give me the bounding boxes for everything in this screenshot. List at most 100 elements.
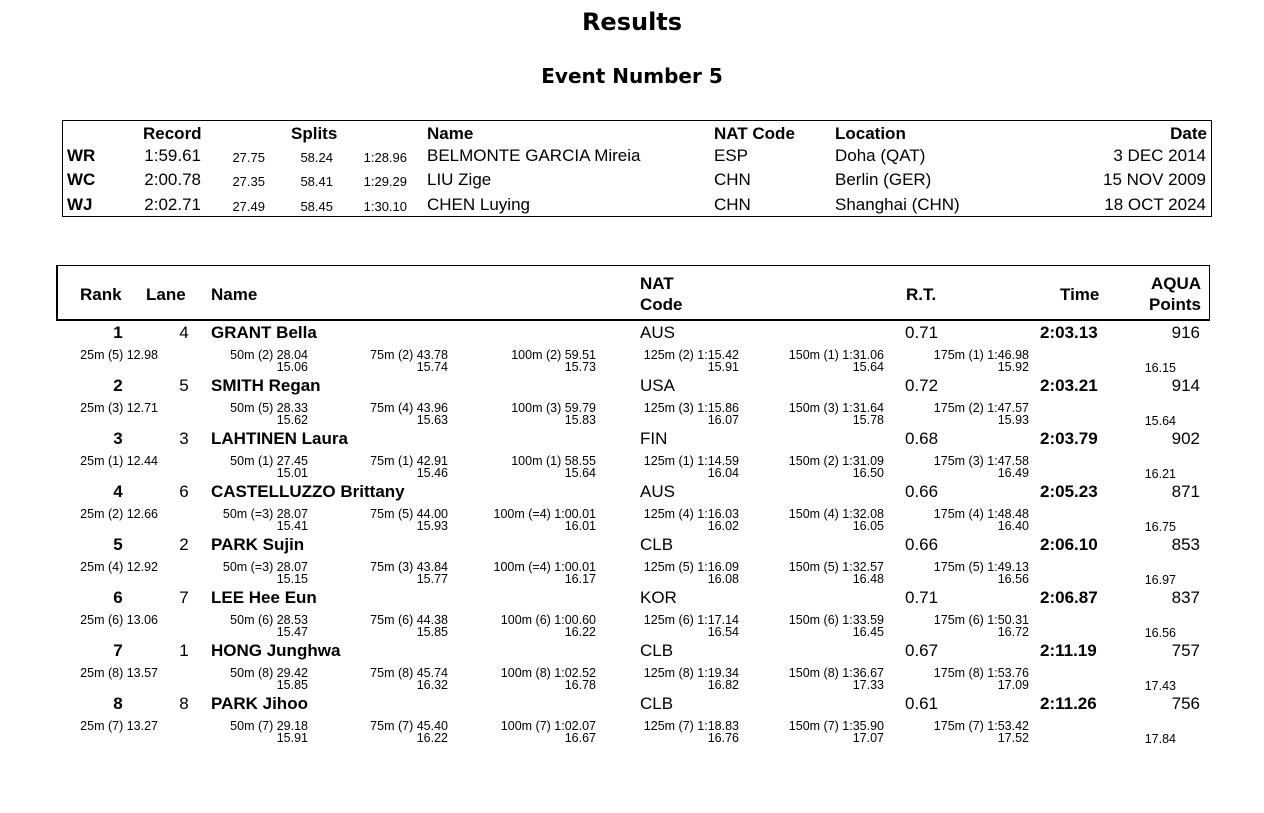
split-lap-time: 16.50 (852, 466, 884, 480)
nat-code: KOR (640, 588, 677, 607)
split-lap-time: 16.32 (416, 678, 448, 692)
nat-code: AUS (640, 482, 675, 501)
split-label: 175m (2) 1:47.57 (933, 401, 1029, 415)
record-code: WR (67, 146, 96, 165)
reaction-time: 0.68 (905, 429, 939, 448)
split-lap-time: 15.64 (1144, 414, 1176, 428)
records-table: Record Splits Name NAT Code Location Dat… (62, 120, 1212, 217)
split-label: 25m (1) 12.44 (80, 454, 158, 468)
split-label: 125m (5) 1:16.09 (643, 560, 739, 574)
split-label: 100m (3) 59.79 (511, 401, 596, 415)
result-row: 2 5 SMITH Regan USA 0.72 2:03.21 914 25m (3) 12… (56, 374, 1216, 428)
split-lap-time: 15.91 (707, 360, 739, 374)
record-time: 1:59.61 (144, 146, 201, 165)
header-rt: R.T. (906, 285, 937, 304)
rank: 1 (113, 323, 123, 342)
split-label: 50m (7) 29.18 (230, 719, 308, 733)
record-split-50: 27.75 (232, 150, 265, 165)
split-label: 75m (2) 43.78 (370, 348, 448, 362)
nat-code: USA (640, 376, 675, 395)
split-label: 25m (3) 12.71 (80, 401, 158, 415)
header-nat-line1: NAT (640, 274, 674, 293)
split-label: 175m (7) 1:53.42 (933, 719, 1029, 733)
split-lap-time: 16.21 (1144, 467, 1176, 481)
split-lap-time: 16.82 (707, 678, 739, 692)
result-row: 1 4 GRANT Bella AUS 0.71 2:03.13 916 25m (5) 12… (56, 321, 1216, 375)
split-label: 75m (1) 42.91 (370, 454, 448, 468)
record-nat: CHN (714, 170, 751, 189)
athlete-name: CASTELLUZZO Brittany (211, 482, 405, 501)
split-lap-time: 16.01 (564, 519, 596, 533)
header-lane: Lane (146, 285, 186, 304)
nat-code: CLB (640, 535, 674, 554)
split-label: 175m (1) 1:46.98 (933, 348, 1029, 362)
split-label: 50m (2) 28.04 (230, 348, 308, 362)
aqua-points: 756 (1171, 694, 1200, 713)
records-header-name: Name (427, 124, 474, 143)
split-lap-time: 15.85 (276, 678, 308, 692)
reaction-time: 0.71 (905, 588, 939, 607)
reaction-time: 0.66 (905, 482, 939, 501)
record-split-150: 1:28.96 (363, 150, 407, 165)
split-label: 50m (=3) 28.07 (222, 507, 308, 521)
nat-code: AUS (640, 323, 675, 342)
record-split-150: 1:30.10 (363, 199, 407, 214)
split-lap-time: 16.22 (416, 731, 448, 745)
record-time: 2:00.78 (144, 170, 201, 189)
aqua-points: 914 (1171, 376, 1200, 395)
split-lap-time: 15.85 (416, 625, 448, 639)
rank: 4 (113, 482, 123, 501)
lane: 8 (179, 694, 189, 713)
split-label: 150m (1) 1:31.06 (788, 348, 884, 362)
split-label: 125m (7) 1:18.83 (643, 719, 739, 733)
record-location: Doha (QAT) (835, 146, 926, 165)
athlete-name: PARK Sujin (211, 535, 305, 554)
page-title: Results (581, 8, 683, 36)
split-label: 125m (6) 1:17.14 (643, 613, 739, 627)
split-lap-time: 16.67 (564, 731, 596, 745)
reaction-time: 0.66 (905, 535, 939, 554)
nat-code: CLB (640, 694, 674, 713)
header-time: Time (1060, 285, 1100, 304)
split-label: 175m (5) 1:49.13 (933, 560, 1029, 574)
record-date: 15 NOV 2009 (1102, 170, 1206, 189)
reaction-time: 0.71 (905, 323, 939, 342)
aqua-points: 902 (1171, 429, 1200, 448)
split-label: 150m (8) 1:36.67 (788, 666, 884, 680)
split-label: 150m (6) 1:33.59 (788, 613, 884, 627)
rank: 2 (113, 376, 123, 395)
split-lap-time: 16.54 (707, 625, 739, 639)
split-label: 75m (6) 44.38 (370, 613, 448, 627)
record-code: WJ (67, 195, 93, 214)
record-date: 3 DEC 2014 (1113, 146, 1206, 165)
split-lap-time: 16.15 (1144, 361, 1176, 375)
event-title: Event Number 5 (541, 64, 723, 88)
record-split-50: 27.35 (232, 174, 265, 189)
split-lap-time: 16.48 (852, 572, 884, 586)
lane: 5 (179, 376, 189, 395)
split-lap-time: 16.40 (997, 519, 1029, 533)
lane: 1 (179, 641, 189, 660)
lane: 2 (179, 535, 189, 554)
record-split-100: 58.45 (300, 199, 333, 214)
records-header-date: Date (1170, 124, 1207, 143)
records-header-nat: NAT Code (714, 124, 795, 143)
header-points-line1: AQUA (1150, 274, 1201, 293)
split-label: 125m (3) 1:15.86 (643, 401, 739, 415)
split-label: 100m (=4) 1:00.01 (493, 560, 597, 574)
split-lap-time: 16.56 (1144, 626, 1176, 640)
split-label: 100m (1) 58.55 (511, 454, 596, 468)
split-lap-time: 15.46 (416, 466, 448, 480)
lane: 4 (179, 323, 189, 342)
final-time: 2:03.13 (1040, 323, 1098, 342)
result-row: 3 3 LAHTINEN Laura FIN 0.68 2:03.79 902 25m (1)… (56, 427, 1216, 481)
split-lap-time: 17.84 (1144, 732, 1176, 746)
athlete-name: LEE Hee Eun (211, 588, 317, 607)
split-lap-time: 16.22 (564, 625, 596, 639)
split-label: 100m (7) 1:02.07 (500, 719, 596, 733)
split-lap-time: 15.62 (276, 413, 308, 427)
record-name: LIU Zige (427, 170, 492, 189)
header-points-line2: Points (1149, 295, 1201, 314)
split-lap-time: 15.64 (852, 360, 884, 374)
split-label: 150m (3) 1:31.64 (788, 401, 884, 415)
